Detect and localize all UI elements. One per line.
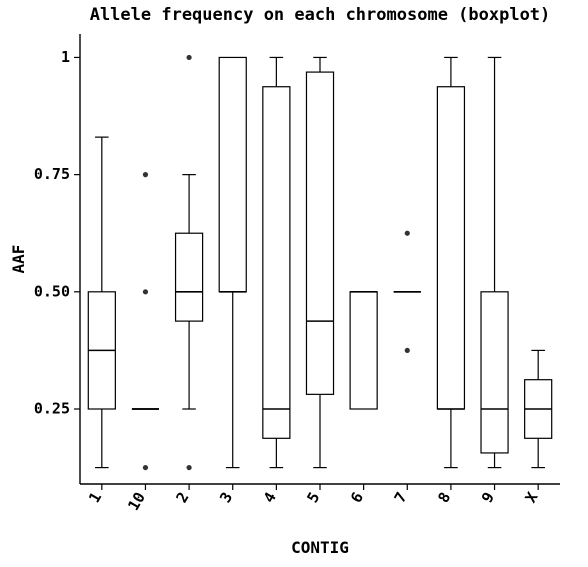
box-rect <box>437 87 464 409</box>
y-tick-label: 0.25 <box>34 400 70 418</box>
y-tick-label: 0.75 <box>34 165 70 183</box>
chart-background <box>0 0 588 567</box>
box-rect <box>219 57 246 291</box>
box-rect <box>350 292 377 409</box>
box-rect <box>481 292 508 453</box>
box-group <box>263 57 290 467</box>
x-axis-label: CONTIG <box>291 538 349 557</box>
box-rect <box>306 72 333 394</box>
y-tick-label: 1 <box>61 48 70 66</box>
y-axis-label: AAF <box>9 245 28 274</box>
chart-title: Allele frequency on each chromosome (box… <box>90 5 551 25</box>
y-tick-label: 0.50 <box>34 282 70 300</box>
outlier-point <box>186 465 191 470</box>
outlier-point <box>143 172 148 177</box>
chart-svg: Allele frequency on each chromosome (box… <box>0 0 588 567</box>
outlier-point <box>143 465 148 470</box>
box-group <box>437 57 464 467</box>
box-group <box>350 292 377 409</box>
boxplot-chart: Allele frequency on each chromosome (box… <box>0 0 588 567</box>
outlier-point <box>405 231 410 236</box>
box-rect <box>263 87 290 439</box>
outlier-point <box>405 348 410 353</box>
outlier-point <box>143 289 148 294</box>
box-rect <box>176 233 203 321</box>
outlier-point <box>186 55 191 60</box>
